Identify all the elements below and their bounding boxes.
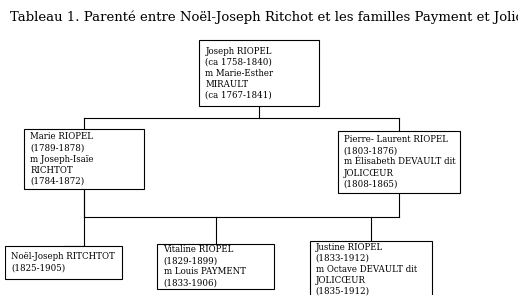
Text: Noël-Joseph RITCHTOT
(1825-1905): Noël-Joseph RITCHTOT (1825-1905)	[11, 252, 115, 272]
FancyBboxPatch shape	[310, 241, 431, 298]
FancyBboxPatch shape	[338, 131, 459, 193]
FancyBboxPatch shape	[5, 246, 122, 279]
Text: Tableau 1. Parenté entre Noël-Joseph Ritchot et les familles Payment et Jolicœur: Tableau 1. Parenté entre Noël-Joseph Rit…	[10, 10, 518, 24]
FancyBboxPatch shape	[24, 129, 143, 189]
Text: Justine RIOPEL
(1833-1912)
m Octave DEVAULT dit
JOLICŒUR
(1835-1912): Justine RIOPEL (1833-1912) m Octave DEVA…	[316, 243, 417, 296]
FancyBboxPatch shape	[199, 41, 319, 106]
Text: Marie RIOPEL
(1789-1878)
m Joseph-Isaïe
RICHTOT
(1784-1872): Marie RIOPEL (1789-1878) m Joseph-Isaïe …	[31, 132, 94, 186]
Text: Joseph RIOPEL
(ca 1758-1840)
m Marie-Esther
MIRAULT
(ca 1767-1841): Joseph RIOPEL (ca 1758-1840) m Marie-Est…	[206, 46, 274, 100]
Text: Pierre- Laurent RIOPEL
(1803-1876)
m Élisabeth DEVAULT dit
JOLICŒUR
(1808-1865): Pierre- Laurent RIOPEL (1803-1876) m Éli…	[344, 135, 455, 189]
FancyBboxPatch shape	[157, 243, 274, 289]
Text: Vitaline RIOPEL
(1829-1899)
m Louis PAYMENT
(1833-1906): Vitaline RIOPEL (1829-1899) m Louis PAYM…	[164, 245, 246, 288]
